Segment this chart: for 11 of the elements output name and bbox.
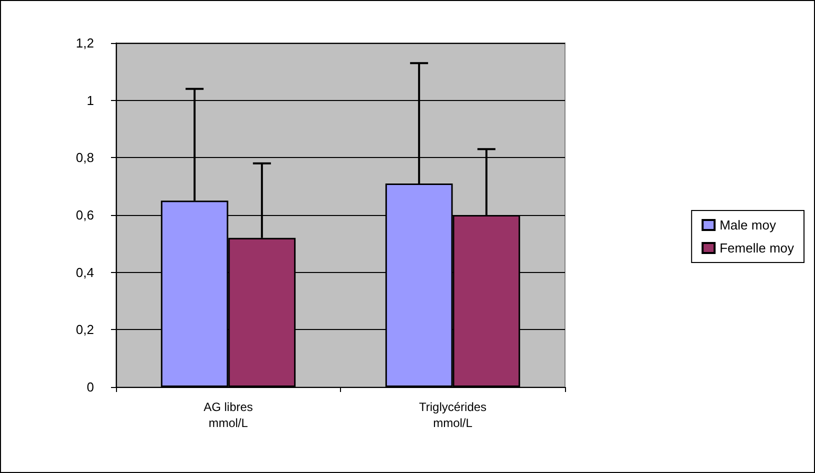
legend-label: Femelle moy [720, 240, 794, 256]
legend-label: Male moy [720, 218, 776, 232]
y-tick-label: 0,2 [76, 322, 94, 338]
y-tick-label: 0,6 [76, 208, 94, 222]
x-tick-label: Triglycérides mmol/L [418, 400, 487, 430]
y-tick-label: 1 [86, 92, 94, 108]
y-tick-label: 0,8 [76, 150, 94, 166]
y-tick-label: 0,4 [76, 264, 94, 280]
y-tick-label: 1,2 [76, 36, 94, 50]
x-tick-label: AG libres mmol/L [204, 400, 253, 430]
y-tick-label: 0 [86, 380, 94, 394]
